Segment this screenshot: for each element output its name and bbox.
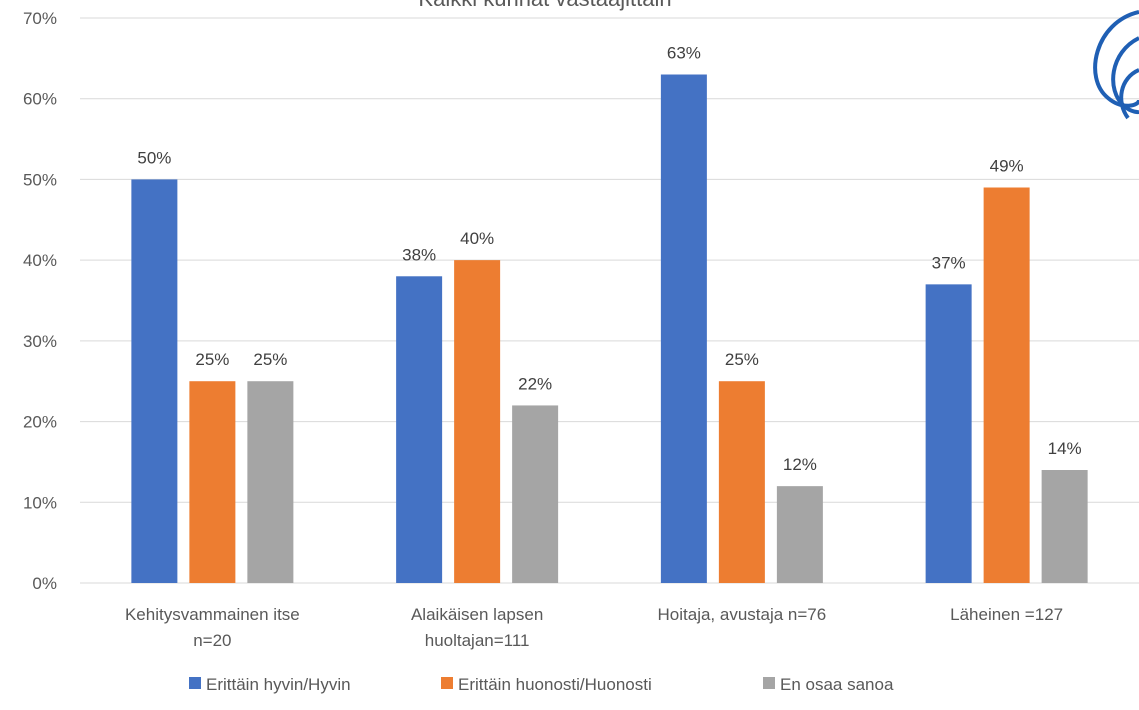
bar	[454, 260, 501, 583]
legend-swatch	[189, 677, 201, 689]
y-tick-label: 20%	[23, 413, 57, 432]
data-label: 14%	[1048, 439, 1082, 458]
y-tick-label: 60%	[23, 90, 57, 109]
data-label: 38%	[402, 245, 436, 264]
category-label: Läheinen =127	[950, 605, 1063, 624]
data-label: 50%	[137, 148, 171, 167]
bar	[189, 381, 236, 583]
y-tick-label: 50%	[23, 170, 57, 189]
bar	[247, 381, 294, 583]
legend-label: Erittäin hyvin/Hyvin	[206, 675, 351, 694]
legend-swatch	[763, 677, 775, 689]
category-label: huoltajan=111	[425, 631, 530, 650]
bar	[396, 276, 443, 583]
data-label: 63%	[667, 44, 701, 63]
y-tick-label: 30%	[23, 332, 57, 351]
legend-label: En osaa sanoa	[780, 675, 894, 694]
bar	[660, 74, 707, 583]
data-label: 25%	[725, 350, 759, 369]
category-label: Alaikäisen lapsen	[411, 605, 543, 624]
legend-swatch	[441, 677, 453, 689]
data-label: 25%	[195, 350, 229, 369]
y-tick-label: 0%	[32, 574, 57, 593]
category-label: Kehitysvammainen itse	[125, 605, 300, 624]
y-tick-label: 70%	[23, 9, 57, 28]
data-label: 37%	[932, 253, 966, 272]
bars	[131, 74, 1088, 583]
data-label: 25%	[253, 350, 287, 369]
logo-swirl-icon	[1093, 10, 1139, 120]
data-labels: 50% 25% 25% 38% 40% 22% 63% 25% 12% 37% 49% 14%	[137, 44, 1081, 475]
data-label: 22%	[518, 374, 552, 393]
x-axis-categories: Kehitysvammainen itse n=20 Alaikäisen laps…	[125, 605, 1063, 650]
data-label: 40%	[460, 229, 494, 248]
bar	[512, 405, 559, 583]
bar	[776, 486, 823, 583]
y-tick-label: 10%	[23, 493, 57, 512]
bar	[983, 187, 1030, 583]
data-label: 12%	[783, 455, 817, 474]
bar	[1041, 470, 1088, 583]
y-axis-ticks: 0% 10% 20% 30% 40% 50% 60% 70%	[23, 9, 57, 593]
y-tick-label: 40%	[23, 251, 57, 270]
bar	[131, 179, 178, 583]
category-label: n=20	[193, 631, 231, 650]
category-label: Hoitaja, avustaja n=76	[658, 605, 827, 624]
bar	[925, 284, 972, 583]
gridlines	[80, 17, 1139, 584]
bar	[718, 381, 765, 583]
legend-label: Erittäin huonosti/Huonosti	[458, 675, 652, 694]
data-label: 49%	[990, 157, 1024, 176]
legend: Erittäin hyvin/Hyvin Erittäin huonosti/Hu…	[189, 675, 894, 694]
chart-title: Kaikki kunnat vastaajittain	[418, 0, 671, 11]
